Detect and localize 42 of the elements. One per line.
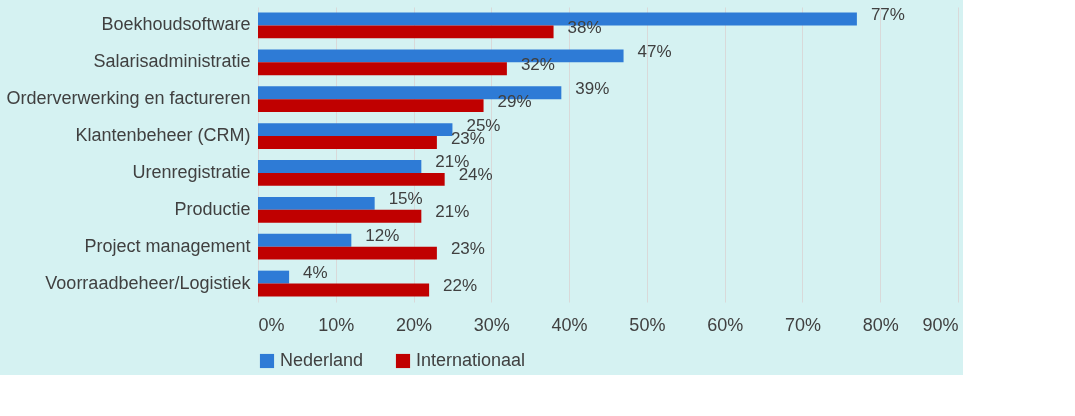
x-tick-label: 60% [707, 314, 744, 335]
data-label: 4% [303, 263, 328, 283]
bar [258, 283, 430, 297]
bar [258, 172, 445, 186]
bar [258, 25, 554, 39]
x-tick-label: 40% [551, 314, 588, 335]
data-label: 21% [435, 202, 470, 222]
y-tick-label: Salarisadministratie [93, 51, 251, 72]
y-tick-label: Urenregistratie [132, 161, 251, 182]
y-tick-label: Boekhoudsoftware [101, 14, 251, 35]
data-label: 77% [870, 4, 905, 24]
data-label: 15% [388, 189, 423, 209]
legend-label: Nederland [280, 350, 364, 370]
bar [258, 270, 290, 284]
bar [258, 209, 422, 223]
y-tick-label: Productie [174, 198, 251, 219]
data-label: 47% [637, 41, 672, 61]
x-tick-label: 20% [396, 314, 433, 335]
bar [258, 233, 352, 247]
bar [258, 99, 484, 113]
y-tick-label: Klantenbeheer (CRM) [75, 125, 251, 146]
data-label: 39% [575, 78, 610, 98]
x-tick-label: 30% [473, 314, 510, 335]
bar [258, 136, 437, 149]
x-tick-label: 0% [258, 314, 285, 335]
bar [258, 62, 507, 76]
data-label: 22% [443, 276, 478, 296]
x-tick-label: 80% [862, 314, 899, 335]
y-tick-label: Voorraadbeheer/Logistiek [45, 272, 252, 293]
x-tick-label: 70% [784, 314, 821, 335]
legend-label: Internationaal [416, 350, 526, 370]
y-tick-label: Project management [84, 235, 251, 256]
bar [258, 196, 375, 210]
data-label: 12% [365, 226, 400, 246]
x-tick-label: 10% [318, 314, 355, 335]
bar [258, 123, 453, 137]
bar [258, 246, 437, 260]
data-label: 23% [450, 239, 485, 259]
x-tick-label: 50% [629, 314, 666, 335]
x-tick-label: 90% [922, 314, 959, 335]
y-tick-label: Orderverwerking en factureren [6, 88, 251, 109]
bar [258, 160, 422, 173]
